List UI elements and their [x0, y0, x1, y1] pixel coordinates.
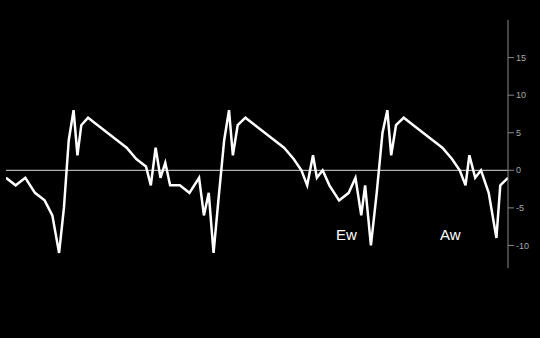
svg-text:0: 0 — [516, 165, 521, 175]
html-text:Ew: Ew — [336, 226, 357, 243]
svg-text:-10: -10 — [516, 241, 529, 251]
svg-text:10: 10 — [516, 90, 526, 100]
svg-text:15: 15 — [516, 53, 526, 63]
svg-text:5: 5 — [516, 128, 521, 138]
html-text:Aw: Aw — [440, 226, 461, 243]
svg-text:-5: -5 — [516, 203, 524, 213]
